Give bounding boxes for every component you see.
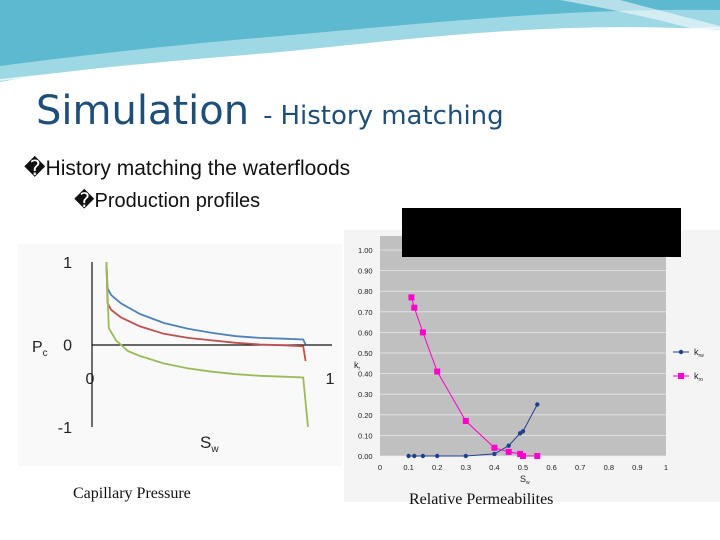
x-tick-label: 0.2 [432, 463, 442, 472]
data-point-kro [534, 453, 541, 459]
x-tick-label: 0.7 [575, 463, 585, 472]
banner-swoosh-line [0, 27, 720, 81]
plot-area [380, 236, 666, 456]
legend-label-krw: krw [694, 347, 704, 359]
data-point-kro [505, 448, 512, 455]
x-tick-label: 1 [326, 371, 335, 388]
redaction-box [402, 208, 681, 257]
header-banner [0, 0, 720, 82]
x-tick-label: 0.8 [604, 463, 614, 472]
relative-permeability-chart: 0.000.100.200.300.400.500.600.700.800.90… [344, 230, 720, 502]
y-tick-label: 1.00 [358, 246, 373, 255]
caption-capillary-pressure: Capillary Pressure [73, 485, 191, 502]
data-point-krw [420, 453, 426, 459]
x-tick-label: 0.9 [632, 463, 642, 472]
x-tick-label: 1 [664, 463, 668, 472]
x-axis-label: Sw [520, 474, 530, 486]
data-point-krw [492, 451, 497, 457]
data-point-krw [463, 453, 468, 459]
y-tick-label: 0.40 [358, 370, 373, 379]
y-axis-label: Pc [32, 339, 48, 359]
bullet-level1: �History matching the waterfloods [24, 156, 350, 181]
y-tick-label: 0.30 [358, 390, 373, 399]
y-tick-label: 0.60 [358, 328, 373, 337]
data-point-kro [520, 453, 526, 459]
y-tick-label: 1 [63, 255, 72, 272]
data-point-kro [419, 329, 426, 336]
bullet-level2: �Production profiles [74, 188, 260, 213]
x-axis-label: Sw [200, 433, 219, 455]
x-tick-label: 0.4 [489, 463, 499, 472]
y-tick-label: 0.70 [358, 308, 373, 317]
legend-label-kro: kro [694, 371, 703, 383]
legend: krw kro [673, 347, 704, 383]
data-point-krw [535, 402, 540, 407]
title-main: Simulation [36, 88, 250, 134]
y-tick-label: 0.00 [358, 452, 373, 461]
data-point-kro [408, 294, 415, 301]
data-point-krw [412, 453, 417, 459]
data-point-krw [406, 453, 411, 459]
title-dash: - [263, 101, 273, 131]
data-point-krw [506, 443, 511, 448]
caption-relative-permeabilities: Relative Permeabilites [409, 491, 554, 508]
y-tick-label: 0.20 [358, 411, 373, 420]
y-tick-label: 0 [63, 338, 72, 355]
y-tick-label: 0.80 [358, 287, 373, 296]
x-tick-label: 0.6 [546, 463, 556, 472]
legend-marker-kro [678, 373, 684, 379]
banner-wave-front [0, 0, 720, 66]
title-subtitle: History matching [280, 101, 504, 131]
series-group [105, 261, 309, 428]
x-tick-label: 0 [378, 463, 382, 472]
bullet-text: History matching the waterfloods [45, 157, 351, 180]
y-tick-label: 0.10 [358, 431, 373, 440]
slide-title: Simulation - History matching [36, 88, 504, 134]
pc-series-line-2 [105, 261, 307, 362]
bullet-glyph-icon: � [74, 188, 95, 212]
y-tick-label: 0.50 [358, 349, 373, 358]
bullet-text: Production profiles [94, 190, 261, 212]
data-point-kro [462, 417, 469, 424]
x-tick-label: 0 [86, 371, 95, 388]
bullet-glyph-icon: � [24, 156, 46, 180]
x-tick-label: 0.1 [403, 463, 413, 472]
tick-labels: 1 0 -1 0 1 [58, 255, 335, 437]
chart-background [18, 244, 342, 466]
pc-series-line-1 [105, 261, 307, 345]
legend-marker-krw [678, 349, 684, 355]
x-tick-label: 0.3 [461, 463, 471, 472]
data-point-krw [435, 453, 440, 459]
y-tick-label: 0.90 [358, 267, 373, 276]
y-tick-label: -1 [58, 420, 72, 437]
tick-labels: 0.000.100.200.300.400.500.600.700.800.90… [358, 246, 668, 472]
series-group [406, 294, 541, 459]
data-point-kro [491, 444, 498, 451]
x-tick-label: 0.5 [518, 463, 528, 472]
data-point-krw [520, 429, 526, 434]
banner-light-streak [560, 0, 720, 36]
capillary-pressure-chart: 1 0 -1 0 1 Pc Sw [18, 244, 342, 466]
data-point-kro [411, 304, 418, 311]
data-point-kro [434, 368, 441, 375]
y-axis-label: kr [354, 360, 361, 372]
pc-series-line-3 [105, 261, 309, 428]
